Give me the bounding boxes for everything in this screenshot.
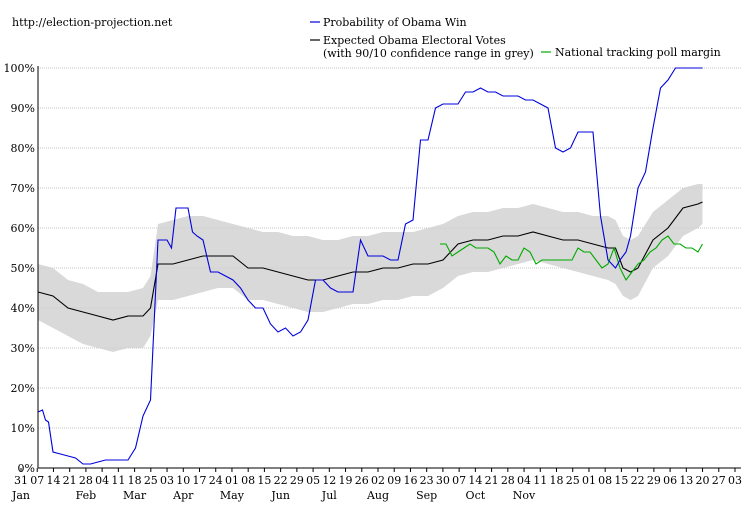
x-tick-label: 09 — [387, 474, 401, 487]
x-tick-label: 29 — [290, 474, 304, 487]
x-tick-label: 30 — [436, 474, 450, 487]
x-tick-label: 25 — [144, 474, 158, 487]
y-tick-label: 30% — [11, 342, 35, 355]
x-tick-label: 13 — [679, 474, 693, 487]
x-tick-label: 02 — [371, 474, 385, 487]
x-tick-label: 29 — [647, 474, 661, 487]
legend: Probability of Obama Win Expected Obama … — [310, 16, 721, 60]
x-tick-label: 18 — [550, 474, 564, 487]
x-month-label: May — [220, 489, 245, 502]
x-tick-label: 04 — [517, 474, 531, 487]
confidence-range-band — [38, 184, 703, 352]
x-tick-label: 15 — [614, 474, 628, 487]
x-tick-label: 04 — [95, 474, 109, 487]
x-tick-label: 18 — [128, 474, 142, 487]
legend-label-electoral-votes: Expected Obama Electoral Votes — [323, 34, 506, 47]
x-tick-label: 15 — [257, 474, 271, 487]
x-month-label: Jun — [270, 489, 290, 502]
y-axis-tick-labels: 0% 10% 20% 30% 40% 50% 60% 70% 80% 90% 100% — [4, 62, 35, 475]
x-tick-label: 19 — [339, 474, 353, 487]
x-tick-label: 25 — [566, 474, 580, 487]
y-tick-label: 80% — [11, 142, 35, 155]
x-tick-label: 11 — [533, 474, 547, 487]
legend-sublabel-confidence-range: (with 90/10 confidence range in grey) — [323, 47, 534, 60]
x-tick-label: 17 — [193, 474, 207, 487]
y-tick-label: 10% — [11, 422, 35, 435]
x-tick-label: 16 — [403, 474, 417, 487]
legend-label-win-probability: Probability of Obama Win — [323, 16, 467, 29]
x-month-label: Jul — [321, 489, 337, 502]
x-tick-label: 22 — [631, 474, 645, 487]
x-month-label: Aug — [366, 489, 389, 502]
series-line-win-probability — [37, 67, 703, 465]
x-tick-label: 08 — [241, 474, 255, 487]
x-month-label: Jan — [11, 489, 30, 502]
x-tick-label: 20 — [696, 474, 710, 487]
x-tick-label: 11 — [111, 474, 125, 487]
y-tick-label: 90% — [11, 102, 35, 115]
x-tick-label: 05 — [306, 474, 320, 487]
x-tick-label: 12 — [322, 474, 336, 487]
x-tick-label: 07 — [452, 474, 466, 487]
x-tick-label: 22 — [274, 474, 288, 487]
x-month-label: Apr — [172, 489, 194, 502]
y-tick-label: 60% — [11, 222, 35, 235]
x-tick-label: 01 — [582, 474, 596, 487]
x-tick-label: 23 — [420, 474, 434, 487]
x-tick-label: 10 — [176, 474, 190, 487]
series-line-electoral-votes — [37, 201, 703, 321]
x-tick-label: 27 — [712, 474, 726, 487]
source-url-label: http://election-projection.net — [12, 16, 173, 29]
series-lines — [37, 67, 703, 465]
y-tick-label: 40% — [11, 302, 35, 315]
y-tick-label: 100% — [4, 62, 35, 75]
y-tick-label: 70% — [11, 182, 35, 195]
axes — [37, 66, 741, 469]
y-tick-label: 0% — [18, 462, 35, 475]
x-month-label: Sep — [416, 489, 437, 502]
x-tick-label: 26 — [355, 474, 369, 487]
x-tick-label: 21 — [485, 474, 499, 487]
x-tick-label: 21 — [63, 474, 77, 487]
x-month-label: Feb — [76, 489, 97, 502]
x-month-label: Mar — [123, 489, 147, 502]
x-tick-label: 14 — [46, 474, 60, 487]
y-tick-label: 20% — [11, 382, 35, 395]
x-tick-label: 24 — [209, 474, 223, 487]
x-tick-label: 28 — [501, 474, 515, 487]
x-tick-label: 07 — [30, 474, 44, 487]
legend-label-poll-margin: National tracking poll margin — [555, 46, 721, 59]
x-tick-label: 08 — [598, 474, 612, 487]
x-tick-label: 01 — [225, 474, 239, 487]
series-line-poll-margin — [440, 235, 703, 282]
x-tick-label: 28 — [79, 474, 93, 487]
x-tick-label: 03 — [728, 474, 742, 487]
x-tick-label: 14 — [468, 474, 482, 487]
x-tick-label: 06 — [663, 474, 677, 487]
x-month-label: Oct — [466, 489, 486, 502]
x-month-label: Nov — [513, 489, 536, 502]
y-tick-label: 50% — [11, 262, 35, 275]
x-tick-label: 31 — [14, 474, 28, 487]
x-tick-label: 03 — [160, 474, 174, 487]
